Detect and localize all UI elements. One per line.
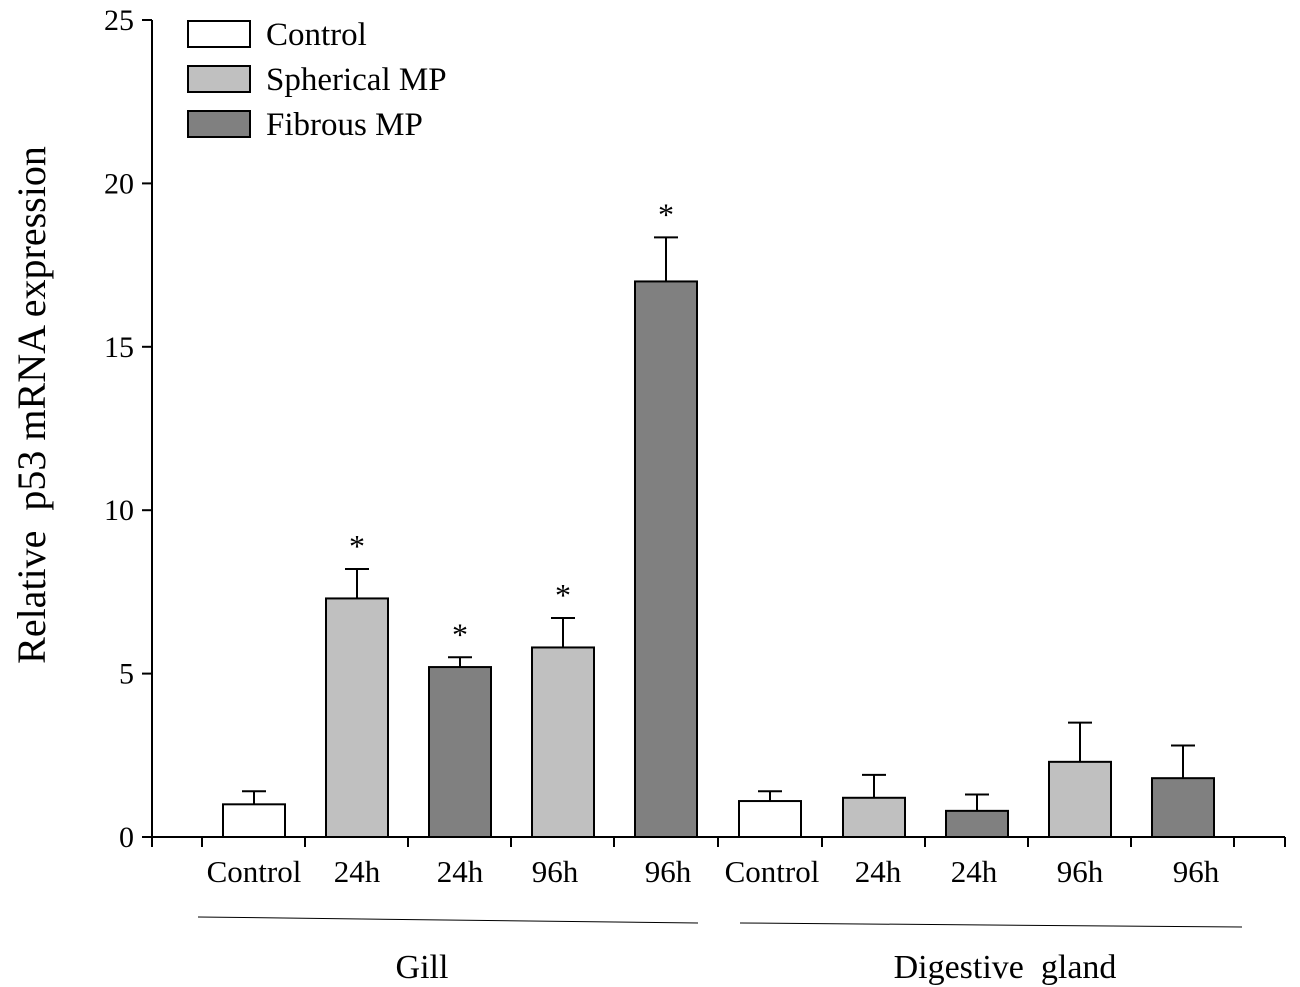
y-tick-label: 20 <box>104 167 134 200</box>
y-tick-label: 10 <box>104 494 134 527</box>
category-label: 24h <box>437 854 484 889</box>
legend-swatch <box>187 110 251 138</box>
bar <box>945 809 1009 839</box>
category-label: 24h <box>334 854 381 889</box>
category-label: 96h <box>645 854 692 889</box>
group-label: Gill <box>396 949 449 986</box>
significance-marker: * <box>452 616 468 652</box>
y-tick-label: 15 <box>104 331 134 364</box>
category-label: 96h <box>1057 854 1104 889</box>
group-label: Digestive gland <box>894 949 1117 986</box>
legend-swatch <box>187 20 251 48</box>
bar <box>738 800 802 838</box>
legend-label: Spherical MP <box>266 62 447 98</box>
y-tick-label: 25 <box>104 4 134 37</box>
y-tick-label: 0 <box>119 821 134 854</box>
legend-swatch <box>187 65 251 93</box>
legend-label: Control <box>266 17 367 53</box>
category-label: 96h <box>1173 854 1220 889</box>
bar <box>1048 760 1112 838</box>
legend-label: Fibrous MP <box>266 107 423 143</box>
bar <box>428 666 492 839</box>
group-underline <box>739 922 1243 928</box>
significance-marker: * <box>658 196 674 232</box>
category-label: 24h <box>951 854 998 889</box>
bar <box>842 796 906 838</box>
significance-marker: * <box>349 528 365 564</box>
bar <box>325 597 389 838</box>
bar <box>222 803 286 839</box>
significance-marker: * <box>555 577 571 613</box>
group-underline <box>197 916 699 924</box>
category-label: 96h <box>532 854 579 889</box>
bar <box>1151 777 1215 839</box>
category-label: Control <box>725 854 820 889</box>
category-label: Control <box>207 854 302 889</box>
category-label: 24h <box>855 854 902 889</box>
bar <box>634 280 698 838</box>
y-tick-label: 5 <box>119 658 134 691</box>
y-axis-label: Relative p53 mRNA expression <box>9 146 54 664</box>
bar <box>531 646 595 838</box>
